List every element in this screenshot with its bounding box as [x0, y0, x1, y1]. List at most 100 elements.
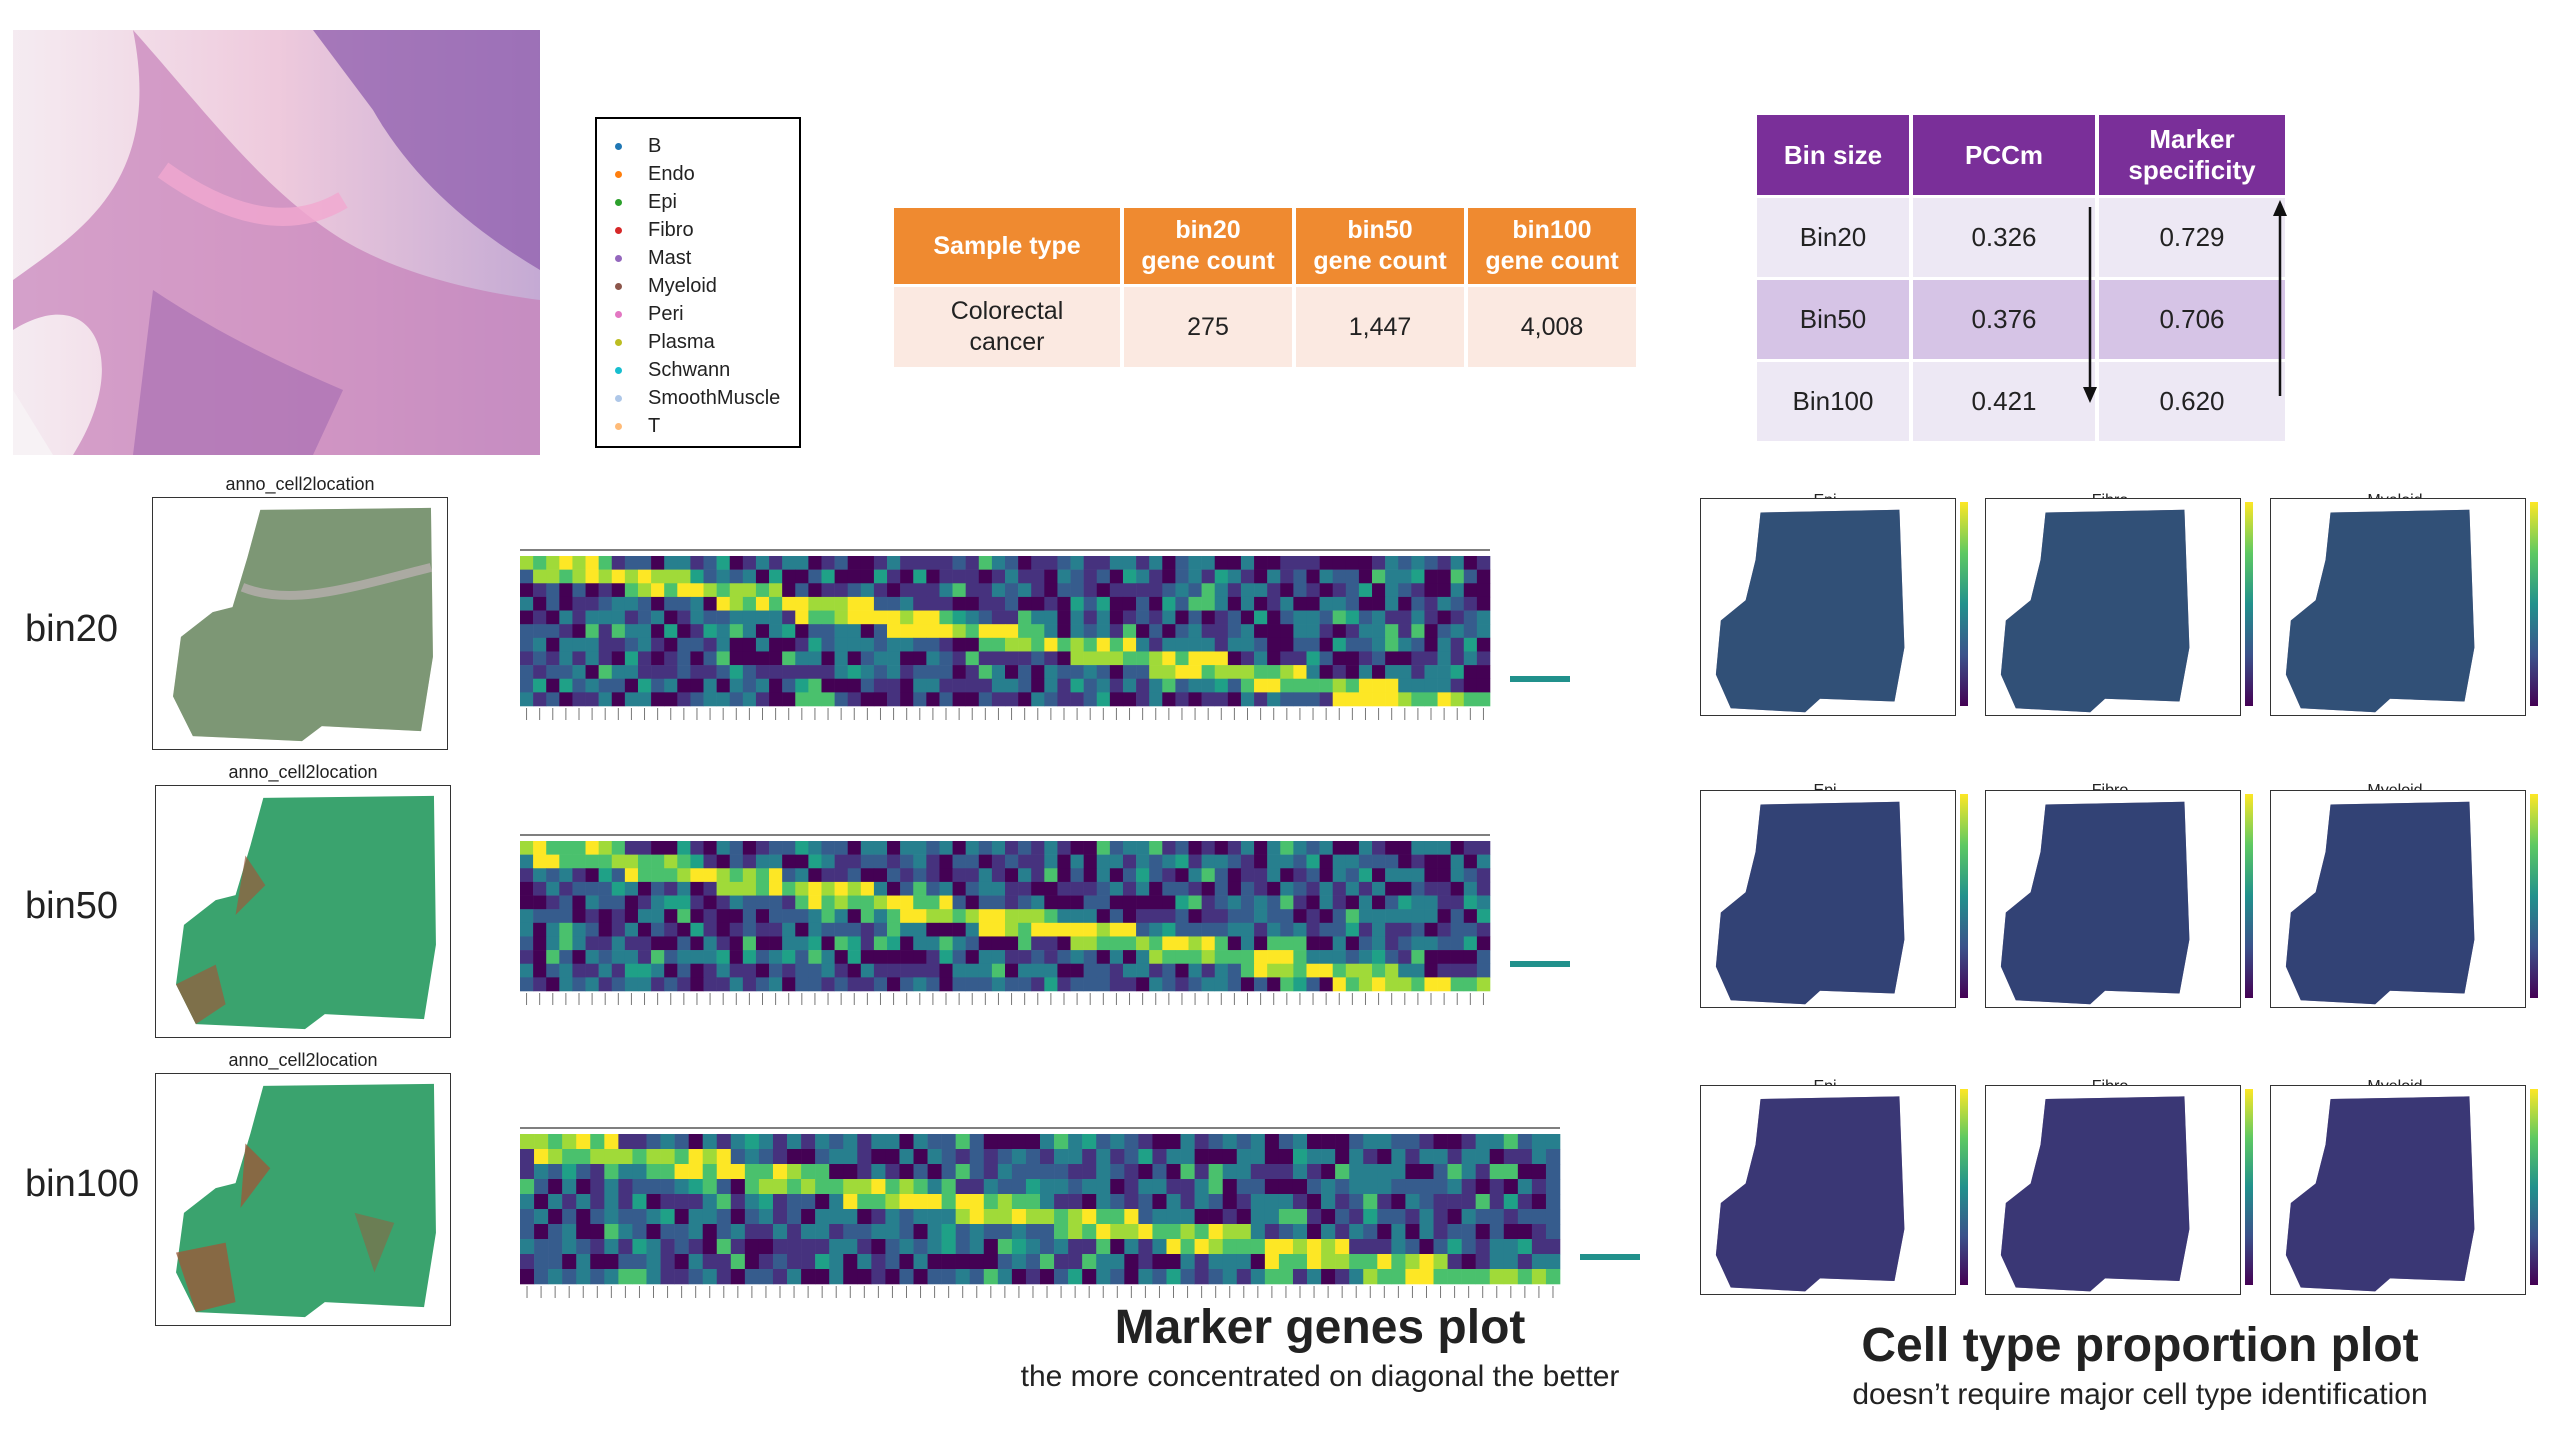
heatmap-cell — [1070, 922, 1084, 937]
heatmap-cell — [1411, 950, 1425, 965]
heatmap-cell — [1240, 556, 1255, 570]
heatmap-cell — [821, 881, 835, 896]
heatmap-cell — [1031, 651, 1045, 666]
heatmap-cell — [611, 596, 626, 611]
heatmap-cell — [1503, 1194, 1519, 1210]
heatmap-cell — [885, 1254, 900, 1270]
heatmap-cell — [1306, 909, 1320, 924]
heatmap-cell — [1162, 895, 1176, 910]
heatmap-cell — [1372, 977, 1386, 992]
heatmap-cell — [533, 854, 547, 869]
heatmap-cell — [729, 624, 744, 639]
heatmap-cell — [1319, 610, 1334, 625]
colorbar — [2245, 1089, 2253, 1285]
heatmap-cell — [1475, 1224, 1491, 1240]
row-label-bin20: bin20 — [25, 608, 118, 650]
heatmap-cell — [1332, 624, 1347, 639]
heatmap-cell — [1306, 868, 1320, 883]
heatmap-cell — [703, 868, 717, 883]
heatmap-cell — [965, 556, 980, 570]
heatmap-cell — [815, 1134, 830, 1150]
heatmap-cell — [1345, 692, 1360, 707]
heatmap-cell — [1254, 881, 1268, 896]
heatmap-cell — [782, 868, 796, 883]
heatmap-cell — [729, 922, 744, 937]
heatmap-cell — [1214, 569, 1229, 584]
heatmap-cell — [1254, 895, 1268, 910]
heatmap-cell — [1319, 596, 1334, 611]
heatmap-cell — [1335, 1224, 1350, 1240]
heatmap-cell — [1031, 936, 1045, 951]
heatmap-cell — [821, 678, 835, 693]
heatmap-cell — [829, 1224, 844, 1240]
heatmap-cell — [900, 881, 914, 896]
heatmap-cell — [1411, 569, 1425, 584]
heatmap-cell — [559, 678, 573, 693]
heatmap-cell — [808, 665, 822, 680]
heatmap-cell — [742, 569, 757, 584]
heatmap-cell — [1349, 1269, 1364, 1285]
heatmap-cell — [1070, 596, 1084, 611]
heatmap-cell — [1175, 692, 1189, 707]
heatmap-cell — [1385, 692, 1399, 707]
heatmap-cell — [1349, 1179, 1364, 1195]
heatmap-cell — [562, 1149, 577, 1165]
heatmap-cell — [1398, 583, 1412, 598]
heatmap-cell — [572, 583, 586, 598]
heatmap-cell — [913, 936, 927, 951]
spatial-plot-bin50 — [155, 785, 451, 1038]
heatmap-cell — [1437, 922, 1451, 937]
heatmap-cell — [952, 868, 966, 883]
heatmap-cell — [801, 1209, 816, 1225]
cell-specificity: 0.706 — [2099, 280, 2285, 359]
heatmap-cell — [690, 936, 704, 951]
heatmap-cell — [873, 868, 888, 883]
heatmap-cell — [1278, 1254, 1294, 1270]
heatmap-cell — [1447, 1239, 1462, 1255]
heatmap-cell — [520, 895, 534, 910]
heatmap-cell — [559, 909, 573, 924]
heatmap-cell — [548, 1149, 563, 1165]
heatmap-cell — [1385, 678, 1399, 693]
heatmap-cell — [1031, 881, 1045, 896]
heatmap-cell — [782, 895, 796, 910]
heatmap-cell — [1292, 1194, 1308, 1210]
heatmap-cell — [651, 596, 665, 611]
heatmap-cell — [1411, 583, 1425, 598]
heatmap-cell — [769, 881, 783, 896]
heatmap-cell — [1236, 1254, 1252, 1270]
heatmap-cell — [520, 596, 534, 611]
heatmap-cell — [703, 963, 717, 978]
heatmap-cell — [755, 692, 770, 707]
heatmap-cell — [1463, 569, 1478, 584]
heatmap-cell — [843, 1239, 858, 1255]
heatmap-cell — [978, 881, 993, 896]
heatmap-cell — [546, 868, 560, 883]
heatmap-cell — [873, 637, 888, 652]
heatmap-cell — [1363, 1224, 1378, 1240]
heatmap-cell — [965, 881, 980, 896]
heatmap-cell — [1162, 678, 1176, 693]
heatmap-cell — [1188, 610, 1202, 625]
heatmap-cell — [533, 624, 547, 639]
heatmap-cell — [1096, 556, 1111, 570]
heatmap-cell — [1293, 881, 1307, 896]
proportion-plot-myeloid — [2270, 498, 2526, 716]
heatmap-cell — [1149, 977, 1163, 992]
heatmap-cell — [1450, 868, 1465, 883]
heatmap-cell — [559, 841, 573, 855]
heatmap-cell — [758, 1149, 774, 1165]
heatmap-cell — [782, 854, 796, 869]
heatmap-cell — [520, 569, 534, 584]
heatmap-cell — [1250, 1209, 1266, 1225]
heatmap-cell — [860, 922, 875, 937]
heatmap-cell — [660, 1224, 675, 1240]
heatmap-cell — [1068, 1164, 1083, 1180]
heatmap-cell — [1450, 950, 1465, 965]
heatmap-cell — [1236, 1149, 1252, 1165]
heatmap-cell — [1424, 963, 1438, 978]
heatmap-cell — [1068, 1194, 1083, 1210]
heatmap-cell — [1096, 1179, 1111, 1195]
heatmap-cell — [534, 1149, 549, 1165]
heatmap-cell — [1264, 1194, 1280, 1210]
